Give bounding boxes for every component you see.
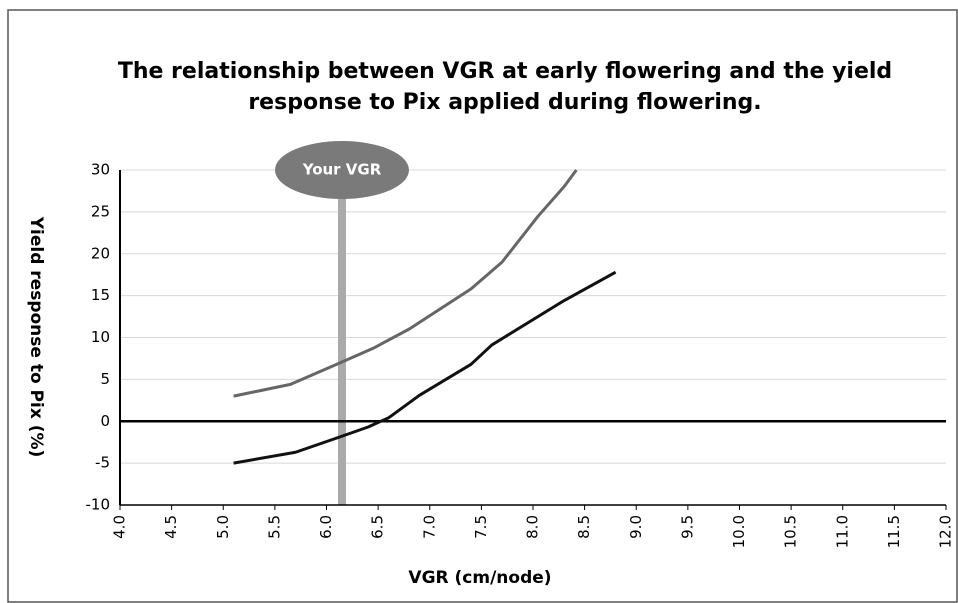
chart-title: response to Pix applied during flowering… (248, 90, 761, 115)
x-tick-label: 10.5 (782, 515, 800, 548)
x-tick-label: 6.5 (369, 515, 387, 539)
y-tick-label: 25 (91, 202, 110, 220)
y-axis-label: Yield response to Pix (%) (26, 216, 46, 458)
y-tick-label: 30 (91, 161, 110, 179)
x-tick-label: 6.0 (317, 515, 335, 539)
annotation-label: Your VGR (302, 161, 382, 179)
y-tick-label: 20 (91, 244, 110, 262)
x-tick-label: 9.0 (627, 515, 645, 539)
y-tick-label: 15 (91, 286, 110, 304)
x-tick-label: 4.5 (162, 515, 180, 539)
x-tick-label: 10.0 (730, 515, 748, 548)
x-tick-label: 7.0 (420, 515, 438, 539)
x-tick-label: 8.0 (524, 515, 542, 539)
x-tick-label: 4.0 (111, 515, 129, 539)
x-tick-label: 8.5 (575, 515, 593, 539)
x-tick-label: 5.0 (214, 515, 232, 539)
frame (7, 9, 958, 603)
x-tick-label: 5.5 (265, 515, 283, 539)
x-tick-label: 11.0 (833, 515, 851, 548)
x-tick-label: 9.5 (678, 515, 696, 539)
x-tick-label: 12.0 (937, 515, 955, 548)
x-axis-label: VGR (cm/node) (408, 568, 551, 588)
line-series (233, 169, 578, 398)
x-tick-label: 11.5 (885, 515, 903, 548)
annotation-badge (274, 141, 409, 199)
x-tick-label: 7.5 (472, 515, 490, 539)
chart-title: The relationship between VGR at early fl… (118, 59, 892, 84)
y-tick-label: 10 (91, 328, 110, 346)
y-tick-label: -10 (86, 496, 111, 514)
y-tick-label: 5 (100, 370, 110, 388)
y-tick-label: 0 (100, 412, 110, 430)
y-tick-label: -5 (95, 454, 110, 472)
line-series (233, 270, 617, 465)
